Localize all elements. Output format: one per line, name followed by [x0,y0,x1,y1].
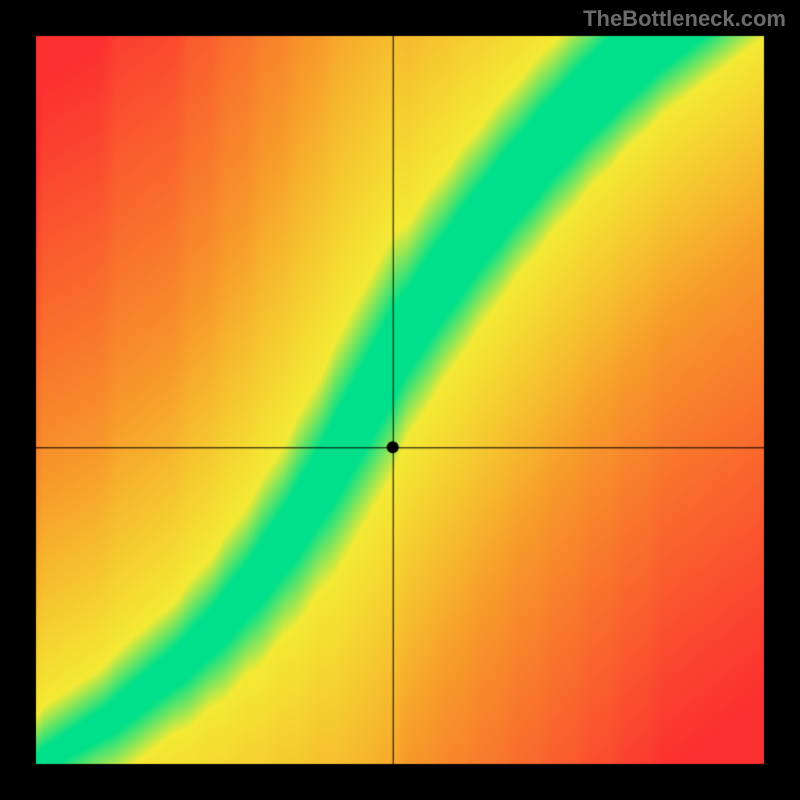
watermark-text: TheBottleneck.com [583,6,786,32]
chart-container: TheBottleneck.com [0,0,800,800]
bottleneck-heatmap [0,0,800,800]
